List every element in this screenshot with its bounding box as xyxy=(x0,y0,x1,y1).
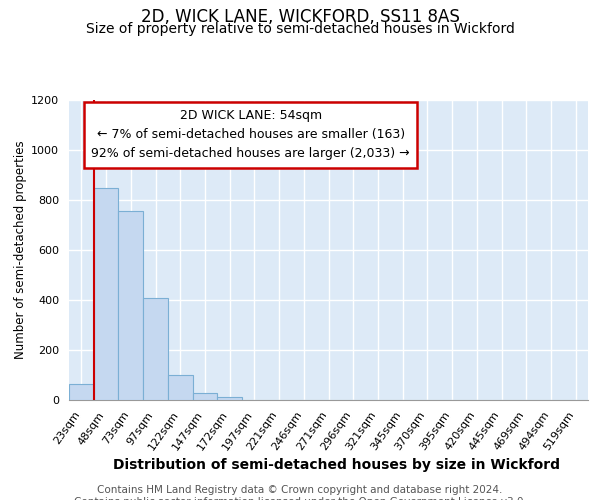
Bar xyxy=(143,298,168,400)
Y-axis label: Number of semi-detached properties: Number of semi-detached properties xyxy=(14,140,27,360)
Bar xyxy=(168,375,193,400)
Bar xyxy=(217,397,242,400)
Bar xyxy=(118,211,143,400)
Text: 2D WICK LANE: 54sqm
← 7% of semi-detached houses are smaller (163)
92% of semi-d: 2D WICK LANE: 54sqm ← 7% of semi-detache… xyxy=(91,109,410,160)
Bar xyxy=(94,188,118,400)
Text: Distribution of semi-detached houses by size in Wickford: Distribution of semi-detached houses by … xyxy=(113,458,560,471)
Bar xyxy=(193,393,217,400)
Text: 2D, WICK LANE, WICKFORD, SS11 8AS: 2D, WICK LANE, WICKFORD, SS11 8AS xyxy=(140,8,460,26)
Text: Size of property relative to semi-detached houses in Wickford: Size of property relative to semi-detach… xyxy=(86,22,514,36)
Text: Contains HM Land Registry data © Crown copyright and database right 2024.
Contai: Contains HM Land Registry data © Crown c… xyxy=(74,485,526,500)
Bar xyxy=(69,384,94,400)
